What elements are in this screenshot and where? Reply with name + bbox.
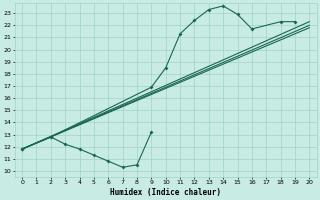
X-axis label: Humidex (Indice chaleur): Humidex (Indice chaleur) (110, 188, 221, 197)
